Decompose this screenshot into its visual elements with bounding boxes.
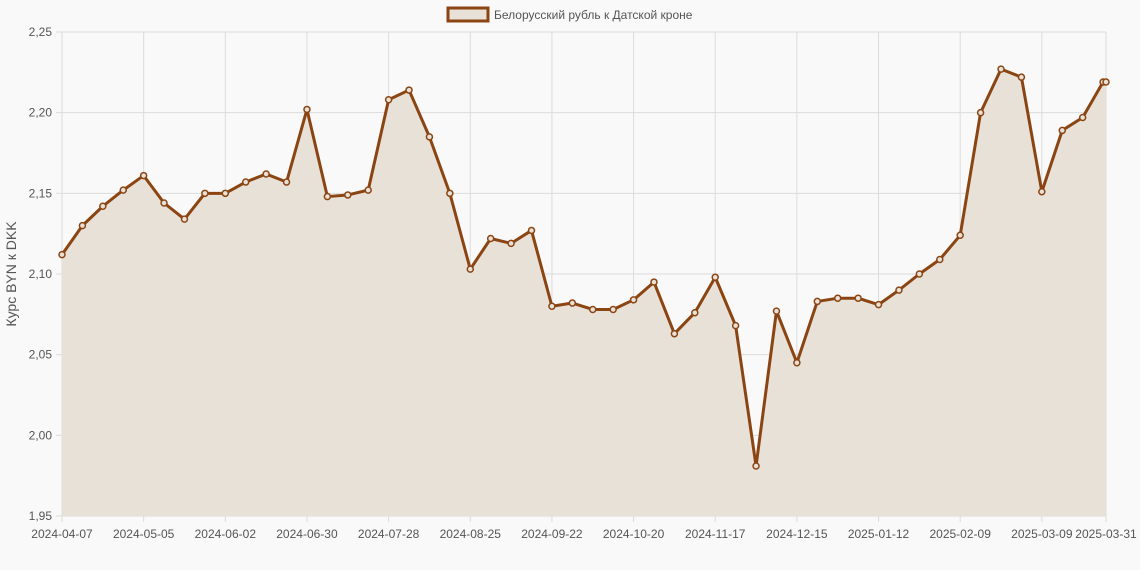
y-tick-label: 1,95 [29, 509, 53, 523]
data-point[interactable] [609, 305, 617, 314]
data-point[interactable] [670, 329, 679, 338]
data-point[interactable] [588, 305, 597, 314]
legend-swatch [446, 6, 490, 23]
data-point[interactable] [1058, 126, 1067, 135]
x-tick-label: 2024-04-07 [31, 527, 93, 541]
data-point[interactable] [874, 300, 883, 309]
data-point[interactable] [833, 294, 842, 302]
data-point[interactable] [1078, 113, 1087, 122]
data-point[interactable] [486, 234, 495, 243]
data-point[interactable] [119, 186, 127, 194]
data-point[interactable] [303, 105, 311, 114]
x-axis: 2024-04-07 2024-05-05 2024-06-02 2024-06-30… [31, 516, 1137, 541]
data-point[interactable] [629, 296, 638, 304]
x-tick-label: 2024-08-25 [440, 527, 502, 541]
data-point[interactable] [793, 358, 801, 367]
data-point[interactable] [160, 199, 168, 207]
data-point[interactable] [1102, 78, 1110, 86]
data-point[interactable] [425, 133, 434, 141]
y-axis: 2,25 2,20 2,15 2,10 2,05 2,00 1,95 [29, 25, 62, 523]
data-point[interactable] [466, 265, 475, 273]
data-point[interactable] [344, 191, 352, 199]
data-point[interactable] [241, 178, 250, 186]
x-tick-label: 2025-03-09 [1011, 527, 1073, 541]
data-point[interactable] [364, 186, 372, 194]
y-tick-label: 2,10 [29, 267, 53, 281]
y-tick-label: 2,20 [29, 106, 53, 120]
y-tick-label: 2,05 [29, 348, 53, 362]
data-point[interactable] [527, 226, 536, 235]
data-point[interactable] [731, 321, 740, 330]
data-point[interactable] [507, 239, 515, 248]
y-tick-label: 2,15 [29, 186, 53, 200]
data-points [58, 65, 1110, 470]
x-tick-label: 2024-11-17 [685, 527, 746, 541]
y-tick-label: 2,25 [29, 25, 53, 39]
data-point[interactable] [139, 171, 148, 180]
data-point[interactable] [446, 189, 454, 198]
data-point[interactable] [895, 286, 903, 294]
data-point[interactable] [201, 189, 209, 198]
data-point[interactable] [936, 255, 944, 264]
data-point[interactable] [997, 65, 1005, 73]
data-point[interactable] [78, 221, 87, 230]
data-point[interactable] [915, 270, 924, 278]
x-tick-label: 2025-01-12 [848, 527, 910, 541]
data-point[interactable] [384, 96, 393, 104]
x-tick-label: 2024-06-30 [276, 527, 338, 541]
x-tick-label: 2024-12-15 [766, 527, 828, 541]
data-point[interactable] [752, 462, 760, 470]
data-point[interactable] [813, 297, 822, 306]
x-tick-label: 2024-05-05 [113, 527, 175, 541]
data-point[interactable] [323, 192, 332, 201]
x-tick-label: 2024-06-02 [195, 527, 257, 541]
data-point[interactable] [1017, 73, 1026, 81]
data-point[interactable] [58, 250, 66, 259]
y-axis-title: Курс BYN к DKK [3, 221, 19, 327]
data-point[interactable] [691, 308, 699, 317]
x-tick-label: 2025-02-09 [929, 527, 991, 541]
data-point[interactable] [711, 273, 719, 281]
x-tick-label: 2024-10-20 [603, 527, 665, 541]
series-area [62, 69, 1106, 517]
x-tick-label: 2024-07-28 [358, 527, 420, 541]
data-point[interactable] [282, 178, 291, 186]
data-point[interactable] [405, 86, 413, 94]
data-point[interactable] [650, 278, 658, 286]
data-point[interactable] [568, 299, 577, 307]
data-point[interactable] [548, 302, 556, 311]
legend-label: Белорусский рубль к Датской кроне [494, 8, 693, 22]
data-point[interactable] [180, 215, 189, 223]
data-point[interactable] [772, 307, 781, 315]
y-tick-label: 2,00 [29, 428, 53, 442]
data-point[interactable] [976, 108, 985, 117]
data-point[interactable] [854, 294, 862, 302]
data-point[interactable] [221, 189, 230, 198]
x-tick-label: 2024-09-22 [521, 527, 583, 541]
legend[interactable]: Белорусский рубль к Датской кроне [446, 6, 693, 23]
x-tick-label: 2025-03-31 [1075, 527, 1137, 541]
data-point[interactable] [99, 202, 107, 210]
data-point[interactable] [1038, 187, 1046, 196]
data-point[interactable] [262, 170, 270, 178]
data-point[interactable] [956, 231, 964, 240]
